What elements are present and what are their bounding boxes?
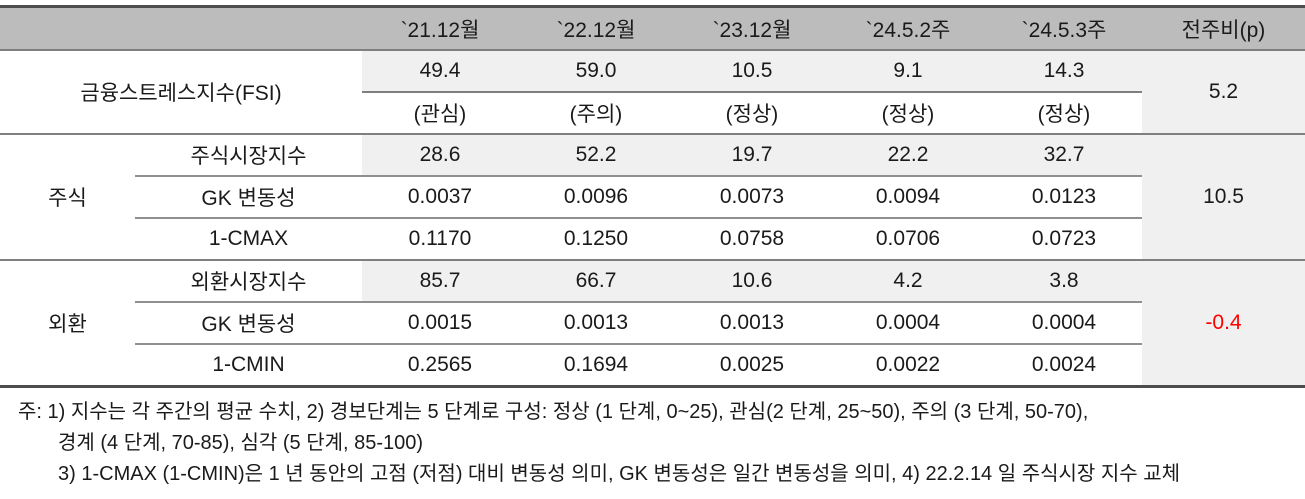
fx-gk-cell: 0.0015 <box>362 301 518 344</box>
fx-index-cell: 3.8 <box>986 259 1142 302</box>
stock-cmax-cell: 0.0723 <box>986 217 1142 260</box>
fsi-value-cell: 9.1 <box>830 50 986 93</box>
fx-index-row: 외환 외환시장지수 85.7 66.7 10.6 4.2 3.8 -0.4 <box>0 259 1305 387</box>
fx-gk-cell: 0.0004 <box>830 301 986 344</box>
fsi-status-cell: (정상) <box>1037 103 1091 126</box>
stock-index-label: 주식시장지수 <box>135 133 362 176</box>
stock-cmax-cell: 0.0758 <box>674 217 830 260</box>
fx-index-cell: 66.7 <box>518 259 674 302</box>
fsi-label: 금융스트레스지수(FSI) <box>80 82 282 105</box>
header-col-wow: 전주비(p) <box>1142 6 1305 51</box>
fsi-value-cell: 49.4 <box>362 50 518 93</box>
stock-index-cell: 28.6 <box>362 133 518 176</box>
stock-gk-cell: 0.0094 <box>830 175 986 218</box>
fx-index-cell: 10.6 <box>674 259 830 302</box>
fx-wow-cell: -0.4 <box>1142 259 1305 387</box>
fsi-status-cell: (정상) <box>881 103 935 126</box>
fx-cmin-cell: 0.0025 <box>674 343 830 387</box>
fx-cmin-cell: 0.0024 <box>986 343 1142 387</box>
stock-gk-cell: 0.0096 <box>518 175 674 218</box>
fx-cmin-row: 1-CMIN 0.2565 0.1694 0.0025 0.0022 0.002… <box>0 343 1305 387</box>
stock-cmax-cell: 0.1250 <box>518 217 674 260</box>
stock-cmax-label: 1-CMAX <box>135 217 362 260</box>
stock-gk-cell: 0.0037 <box>362 175 518 218</box>
stock-cmax-row: 1-CMAX 0.1170 0.1250 0.0758 0.0706 0.072… <box>0 217 1305 260</box>
fx-cmin-cell: 0.0022 <box>830 343 986 387</box>
fsi-wow-cell: 5.2 <box>1142 50 1305 134</box>
fx-gk-cell: 0.0013 <box>518 301 674 344</box>
stock-index-cell: 19.7 <box>674 133 830 176</box>
header-col-2112: `21.12월 <box>362 6 518 51</box>
fx-gk-label: GK 변동성 <box>135 301 362 344</box>
fx-index-cell: 4.2 <box>830 259 986 302</box>
footnote-line: 경계 (4 단계, 70-85), 심각 (5 단계, 85-100) <box>58 432 424 454</box>
header-col-2212: `22.12월 <box>518 6 674 51</box>
stock-cmax-cell: 0.0706 <box>830 217 986 260</box>
fx-index-label: 외환시장지수 <box>135 259 362 302</box>
footnote-line: 주: 1) 지수는 각 주간의 평균 수치, 2) 경보단계는 5 단계로 구성… <box>18 401 1089 423</box>
fsi-value-cell: 59.0 <box>518 50 674 93</box>
header-row: `21.12월 `22.12월 `23.12월 `24.5.2주 `24.5.3… <box>0 6 1305 51</box>
stock-wow-cell: 10.5 <box>1142 133 1305 260</box>
fsi-value-cell: 10.5 <box>674 50 830 93</box>
fsi-value-cell: 14.3 <box>986 50 1142 93</box>
fsi-status-cell: (주의) <box>569 103 623 126</box>
fsi-table: `21.12월 `22.12월 `23.12월 `24.5.2주 `24.5.3… <box>0 5 1305 388</box>
fsi-status-cell: (정상) <box>725 103 779 126</box>
stock-index-cell: 22.2 <box>830 133 986 176</box>
fx-gk-cell: 0.0013 <box>674 301 830 344</box>
stock-gk-cell: 0.0073 <box>674 175 830 218</box>
stock-gk-row: GK 변동성 0.0037 0.0096 0.0073 0.0094 0.012… <box>0 175 1305 218</box>
fsi-status-cell: (관심) <box>413 103 467 126</box>
stock-gk-label: GK 변동성 <box>135 175 362 218</box>
fx-gk-row: GK 변동성 0.0015 0.0013 0.0013 0.0004 0.000… <box>0 301 1305 344</box>
footnote-line: 3) 1-CMAX (1-CMIN)은 1 년 동안의 고점 (저점) 대비 변… <box>58 463 1181 485</box>
stock-gk-cell: 0.0123 <box>986 175 1142 218</box>
fx-gk-cell: 0.0004 <box>986 301 1142 344</box>
header-col-2453: `24.5.3주 <box>986 6 1142 51</box>
fsi-status-row: (관심) (주의) (정상) (정상) (정상) <box>0 92 1305 134</box>
stock-group-label: 주식 <box>0 133 135 260</box>
fx-index-cell: 85.7 <box>362 259 518 302</box>
stock-index-cell: 52.2 <box>518 133 674 176</box>
stock-cmax-cell: 0.1170 <box>362 217 518 260</box>
header-corner-cell <box>0 6 362 51</box>
footnotes: 주: 1) 지수는 각 주간의 평균 수치, 2) 경보단계는 5 단계로 구성… <box>0 388 1305 490</box>
fsi-values-row: 금융스트레스지수(FSI) 49.4 59.0 10.5 9.1 14.3 5.… <box>0 50 1305 134</box>
fx-cmin-label: 1-CMIN <box>135 343 362 387</box>
fx-cmin-cell: 0.2565 <box>362 343 518 387</box>
header-col-2452: `24.5.2주 <box>830 6 986 51</box>
stock-index-cell: 32.7 <box>986 133 1142 176</box>
stock-index-row: 주식 주식시장지수 28.6 52.2 19.7 22.2 32.7 10.5 <box>0 133 1305 260</box>
fx-group-label: 외환 <box>0 259 135 387</box>
fx-cmin-cell: 0.1694 <box>518 343 674 387</box>
header-col-2312: `23.12월 <box>674 6 830 51</box>
